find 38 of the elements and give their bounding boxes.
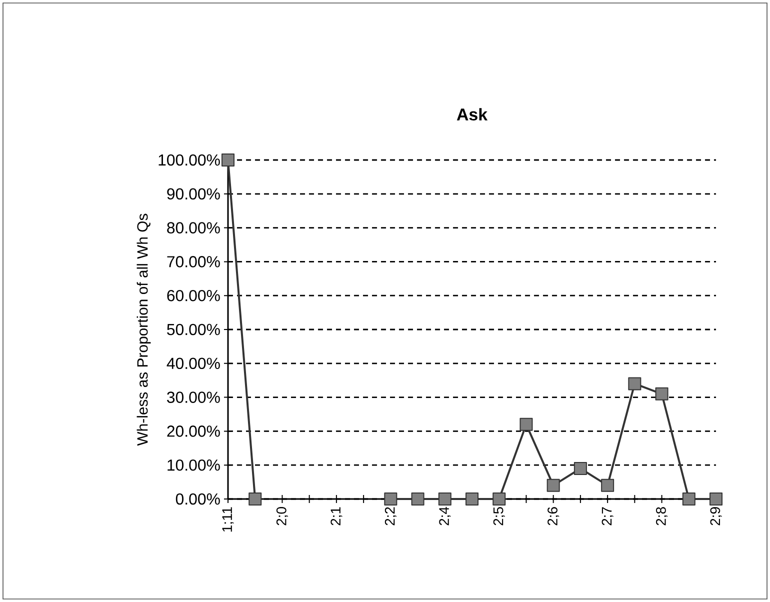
x-tick-label: 2;2 — [384, 507, 396, 526]
point — [601, 478, 614, 492]
x-tick-label: 2;1 — [330, 507, 342, 526]
point — [222, 153, 234, 166]
point — [655, 387, 668, 400]
y-tick-label: 70.00% — [167, 256, 220, 268]
x-tick-label: 2;7 — [602, 507, 614, 526]
x-tick-label: 2;0 — [276, 507, 288, 526]
point — [628, 377, 642, 390]
point — [466, 492, 479, 506]
x-tick-label: 2;8 — [656, 507, 668, 526]
point — [710, 492, 723, 506]
x-tick-label: 2;6 — [548, 507, 560, 526]
point — [574, 462, 587, 475]
point — [248, 492, 262, 506]
y-tick-label: 40.00% — [166, 358, 220, 370]
x-tick-label: 2;5 — [493, 507, 505, 526]
y-axis-title: Wh-less as Proportion of all Wh Qs — [136, 214, 151, 446]
chart-title: Ask — [456, 108, 488, 121]
y-tick-label: 60.00% — [167, 290, 220, 302]
y-tick-label: 10.00% — [168, 459, 220, 471]
y-tick-label: 50.00% — [167, 324, 220, 336]
y-tick-label: 0.00% — [176, 493, 220, 505]
y-tick-label: 20.00% — [167, 426, 220, 437]
point — [682, 492, 696, 506]
point — [384, 492, 398, 506]
point — [438, 492, 452, 506]
point — [520, 418, 533, 431]
x-tick-label: 2;4 — [439, 506, 451, 526]
point — [411, 492, 424, 506]
point — [546, 478, 560, 492]
y-tick-label: 30.00% — [167, 392, 220, 403]
x-tick-label: 2;9 — [710, 507, 722, 526]
y-tick-label: 90.00% — [167, 188, 220, 200]
point — [492, 492, 506, 506]
x-tick-label: 1;11 — [222, 507, 234, 532]
y-tick-label: 100.00% — [158, 154, 220, 166]
y-tick-label: 80.00% — [167, 222, 220, 234]
